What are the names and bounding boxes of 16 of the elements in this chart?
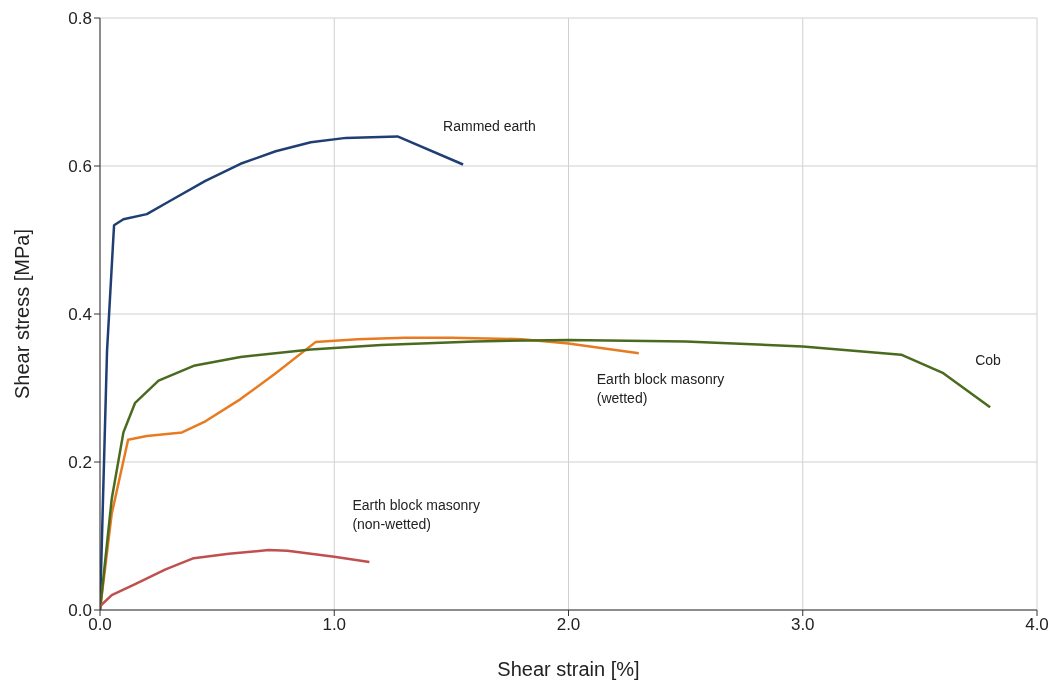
x-tick-label: 4.0 — [1025, 615, 1049, 635]
y-tick-label: 0.6 — [68, 157, 92, 177]
y-tick-label: 0.8 — [68, 9, 92, 29]
series-label: Rammed earth — [443, 117, 536, 134]
y-tick-label: 0.2 — [68, 453, 92, 473]
x-tick-label: 3.0 — [790, 615, 815, 635]
x-tick-label: 1.0 — [322, 615, 347, 635]
y-axis-title: Shear stress [MPa] — [11, 228, 34, 400]
series-label: Earth block masonry (wetted) — [596, 371, 725, 407]
line-series — [100, 548, 371, 608]
y-tick-label: 0.4 — [68, 305, 92, 325]
x-tick-label: 2.0 — [556, 615, 581, 635]
series-label: Cob — [975, 352, 1002, 369]
series-label: Earth block masonry (non-wetted) — [352, 496, 480, 532]
x-axis-title: Shear strain [%] — [497, 658, 640, 681]
x-tick-label: 0.0 — [88, 615, 112, 635]
